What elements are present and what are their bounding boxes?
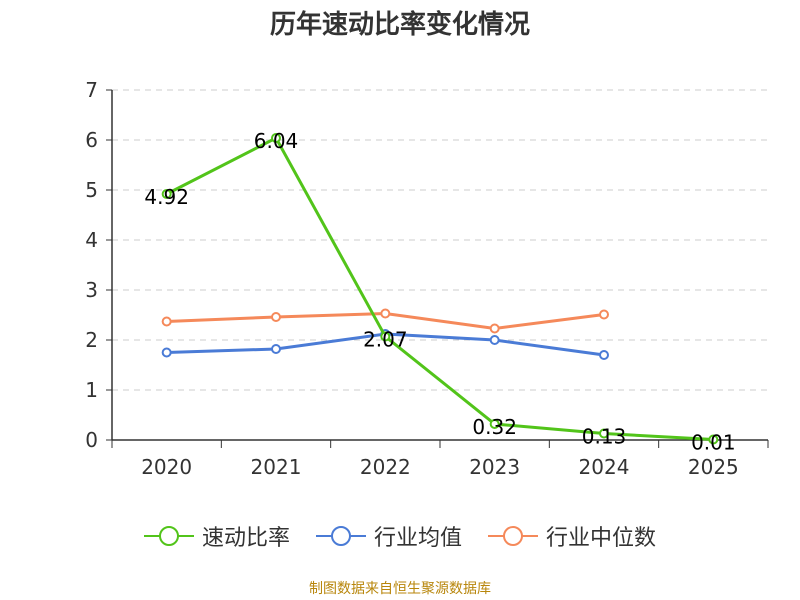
data-point[interactable] <box>161 316 172 327</box>
x-tick-label: 2022 <box>360 455 411 479</box>
legend-line-circle-icon <box>315 526 366 546</box>
data-point[interactable] <box>489 419 500 429</box>
data-point[interactable] <box>271 133 281 143</box>
data-point[interactable] <box>599 309 609 320</box>
y-tick-label: 3 <box>85 278 98 302</box>
y-tick-label: 0 <box>85 428 98 452</box>
data-label: 0.01 <box>691 431 736 455</box>
x-tick-label: 2023 <box>469 455 520 479</box>
data-point[interactable] <box>161 189 172 199</box>
legend-line-circle-icon <box>143 526 194 546</box>
chart-title: 历年速动比率变化情况 <box>269 10 530 40</box>
x-tick-label: 2025 <box>688 455 739 479</box>
y-tick-label: 4 <box>85 228 98 252</box>
data-label: 6.04 <box>254 129 299 153</box>
data-point[interactable] <box>271 312 281 322</box>
legend-item-quick-ratio[interactable]: 速动比率 <box>143 520 290 552</box>
y-tick-label: 7 <box>85 78 98 102</box>
data-point[interactable] <box>708 434 719 445</box>
series-layer <box>161 133 719 445</box>
data-point[interactable] <box>599 428 609 439</box>
source-note: 制图数据来自恒生聚源数据库 <box>309 581 491 597</box>
y-tick-label: 1 <box>85 378 98 402</box>
data-label: 4.92 <box>144 185 189 209</box>
data-labels: 4.92 6.04 2.07 0.32 0.13 0.01 <box>144 129 735 455</box>
legend-label: 行业均值 <box>373 526 462 551</box>
legend-label: 行业中位数 <box>546 526 657 551</box>
data-point[interactable] <box>489 323 500 334</box>
data-label: 0.32 <box>472 415 517 439</box>
y-tick-label: 2 <box>85 328 98 352</box>
data-label: 2.07 <box>363 328 408 352</box>
legend-line-circle-icon <box>488 526 538 546</box>
grid-lines <box>112 89 768 391</box>
data-point[interactable] <box>380 331 391 342</box>
legend-label: 速动比率 <box>201 526 290 551</box>
axes: 0 1 2 3 4 5 6 7 2020 2021 2022 2023 2024 2025 <box>85 78 769 479</box>
x-tick-label: 2021 <box>251 455 302 479</box>
legend-item-industry-median[interactable]: 行业中位数 <box>488 520 656 552</box>
data-point[interactable] <box>161 347 172 358</box>
legend-item-industry-mean[interactable]: 行业均值 <box>315 520 462 552</box>
data-label: 0.13 <box>582 425 627 449</box>
data-point[interactable] <box>599 350 609 360</box>
series-line <box>165 136 714 441</box>
data-point[interactable] <box>271 344 281 354</box>
x-tick-label: 2020 <box>141 455 192 479</box>
data-point[interactable] <box>380 308 391 319</box>
x-tick-label: 2024 <box>579 455 630 479</box>
y-tick-label: 6 <box>85 128 98 152</box>
legend: 速动比率 行业均值 行业中位数 <box>0 520 800 552</box>
y-tick-label: 5 <box>85 178 98 202</box>
data-point[interactable] <box>489 335 500 345</box>
